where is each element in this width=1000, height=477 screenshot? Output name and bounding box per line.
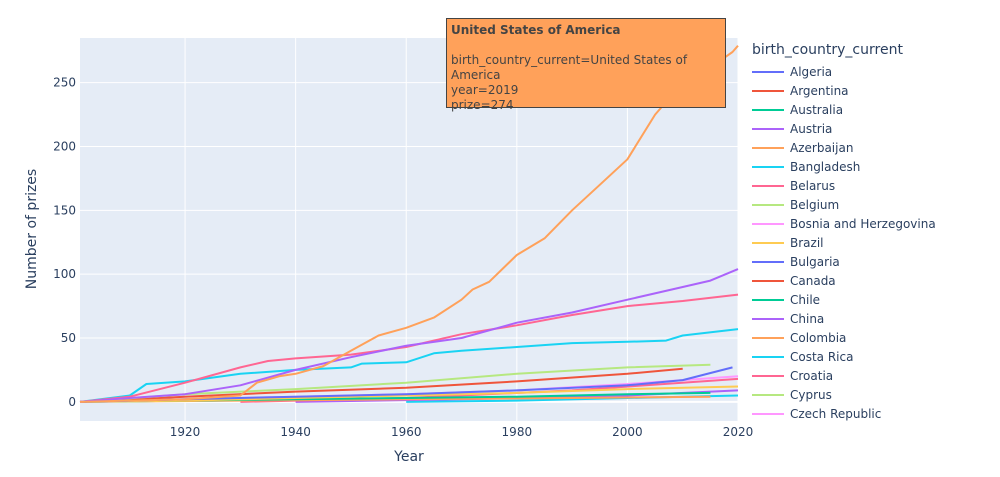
- tick-labels: 1920 1940 1960 1980 2000 2020 0 50 100 150 200 250: [53, 76, 753, 439]
- x-tick-label: 2020: [723, 425, 754, 439]
- y-tick-label: 100: [53, 267, 76, 281]
- y-tick-label: 250: [53, 76, 76, 90]
- x-tick-label: 1980: [502, 425, 533, 439]
- hover-tooltip: United States of America birth_country_c…: [446, 18, 726, 112]
- legend-items: Algeria Argentina Australia Austria Azerbaij…: [752, 62, 992, 423]
- tooltip-year: year=2019: [451, 83, 519, 97]
- legend-item[interactable]: Bulgaria: [752, 252, 992, 271]
- legend-label: Austria: [790, 121, 833, 136]
- x-tick-label: 1960: [391, 425, 422, 439]
- legend-item[interactable]: Czech Republic: [752, 404, 992, 423]
- legend-title: birth_country_current: [752, 42, 903, 58]
- legend-label: Canada: [790, 273, 836, 288]
- series-line[interactable]: [79, 328, 739, 403]
- legend-label: Belgium: [790, 197, 840, 212]
- tooltip-prize: prize=274: [451, 98, 514, 112]
- legend-item[interactable]: Austria: [752, 119, 992, 138]
- legend-item[interactable]: Bangladesh: [752, 157, 992, 176]
- legend-swatch: [752, 146, 784, 149]
- series-line[interactable]: [79, 268, 739, 403]
- legend-swatch: [752, 165, 784, 168]
- legend-swatch: [752, 412, 784, 415]
- legend-label: Bosnia and Herzegovina: [790, 216, 936, 231]
- x-tick-label: 2000: [612, 425, 643, 439]
- legend-item[interactable]: Belarus: [752, 176, 992, 195]
- x-axis-title: Year: [393, 449, 424, 465]
- legend-label: China: [790, 311, 825, 326]
- legend-swatch: [752, 260, 784, 263]
- x-tick-label: 1940: [280, 425, 311, 439]
- legend-swatch: [752, 127, 784, 130]
- legend-item[interactable]: China: [752, 309, 992, 328]
- legend-label: Costa Rica: [790, 349, 854, 364]
- legend-swatch: [752, 336, 784, 339]
- legend: birth_country_current Algeria Argentina Au…: [752, 40, 992, 423]
- series-line[interactable]: [79, 367, 683, 403]
- legend-item[interactable]: Bosnia and Herzegovina: [752, 214, 992, 233]
- series-line[interactable]: [79, 385, 739, 403]
- legend-swatch: [752, 108, 784, 111]
- series-lines: [79, 45, 739, 403]
- legend-item[interactable]: Azerbaijan: [752, 138, 992, 157]
- y-tick-label: 0: [68, 395, 76, 409]
- legend-label: Brazil: [790, 235, 824, 250]
- legend-swatch: [752, 89, 784, 92]
- legend-swatch: [752, 317, 784, 320]
- legend-item[interactable]: Croatia: [752, 366, 992, 385]
- legend-label: Croatia: [790, 368, 834, 383]
- legend-swatch: [752, 355, 784, 358]
- legend-swatch: [752, 393, 784, 396]
- legend-label: Czech Republic: [790, 406, 882, 421]
- legend-label: Algeria: [790, 64, 833, 79]
- legend-label: Bulgaria: [790, 254, 840, 269]
- legend-item[interactable]: Costa Rica: [752, 347, 992, 366]
- tooltip-title: United States of America: [451, 23, 621, 37]
- legend-swatch: [752, 70, 784, 73]
- legend-swatch: [752, 374, 784, 377]
- legend-swatch: [752, 241, 784, 244]
- legend-label: Belarus: [790, 178, 836, 193]
- legend-swatch: [752, 298, 784, 301]
- tooltip-country: birth_country_current=United States of A…: [451, 53, 688, 82]
- legend-item[interactable]: Brazil: [752, 233, 992, 252]
- legend-item[interactable]: Australia: [752, 100, 992, 119]
- legend-swatch: [752, 279, 784, 282]
- series-line[interactable]: [79, 45, 739, 403]
- legend-label: Argentina: [790, 83, 849, 98]
- gridlines: [80, 38, 739, 421]
- legend-item[interactable]: Chile: [752, 290, 992, 309]
- legend-label: Cyprus: [790, 387, 832, 402]
- legend-label: Azerbaijan: [790, 140, 854, 155]
- legend-label: Colombia: [790, 330, 847, 345]
- legend-item[interactable]: Belgium: [752, 195, 992, 214]
- legend-item[interactable]: Argentina: [752, 81, 992, 100]
- y-tick-label: 150: [53, 203, 76, 217]
- y-axis-title: Number of prizes: [24, 169, 40, 289]
- x-tick-label: 1920: [170, 425, 201, 439]
- legend-label: Australia: [790, 102, 844, 117]
- legend-swatch: [752, 203, 784, 206]
- y-tick-label: 200: [53, 140, 76, 154]
- legend-swatch: [752, 184, 784, 187]
- legend-item[interactable]: Algeria: [752, 62, 992, 81]
- y-tick-label: 50: [61, 331, 76, 345]
- legend-item[interactable]: Cyprus: [752, 385, 992, 404]
- legend-item[interactable]: Canada: [752, 271, 992, 290]
- legend-label: Bangladesh: [790, 159, 861, 174]
- legend-label: Chile: [790, 292, 821, 307]
- legend-swatch: [752, 222, 784, 225]
- legend-item[interactable]: Colombia: [752, 328, 992, 347]
